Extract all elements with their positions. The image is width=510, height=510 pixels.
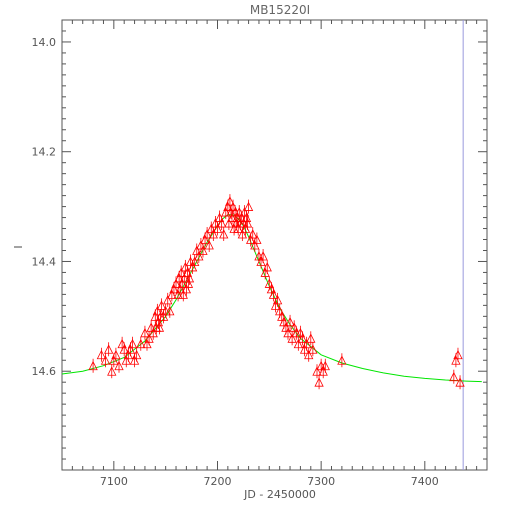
data-point bbox=[219, 229, 229, 239]
data-point bbox=[320, 360, 330, 371]
data-point bbox=[119, 344, 129, 354]
data-point bbox=[114, 360, 124, 371]
data-point bbox=[171, 278, 181, 288]
data-point bbox=[165, 305, 175, 316]
data-point bbox=[297, 333, 308, 343]
data-point bbox=[308, 344, 318, 354]
data-point bbox=[312, 366, 322, 376]
data-point bbox=[283, 327, 293, 338]
data-point bbox=[111, 349, 121, 360]
data-point bbox=[107, 366, 117, 376]
data-point bbox=[455, 377, 465, 387]
data-point bbox=[268, 289, 279, 299]
y-tick-label: 14.2 bbox=[32, 146, 57, 159]
data-point bbox=[258, 251, 268, 261]
data-point bbox=[272, 294, 283, 305]
data-point bbox=[183, 278, 194, 288]
data-point bbox=[178, 289, 188, 299]
data-point bbox=[184, 273, 195, 283]
data-point bbox=[127, 338, 138, 349]
data-point bbox=[190, 256, 200, 266]
x-tick-label: 7400 bbox=[411, 475, 439, 488]
data-point bbox=[208, 229, 218, 239]
data-point bbox=[237, 229, 248, 239]
plot-frame bbox=[61, 19, 488, 471]
data-point bbox=[156, 300, 167, 310]
data-point bbox=[262, 262, 272, 272]
data-point bbox=[306, 333, 316, 343]
data-point bbox=[453, 349, 463, 360]
data-point bbox=[204, 240, 214, 250]
data-point bbox=[242, 218, 253, 228]
data-point bbox=[202, 229, 212, 239]
y-axis-label: I bbox=[12, 245, 25, 248]
chart-title: MB15220I bbox=[250, 3, 310, 17]
data-point bbox=[154, 322, 165, 332]
data-point bbox=[287, 333, 297, 343]
data-point bbox=[100, 355, 111, 365]
data-point bbox=[194, 251, 204, 261]
x-tick-label: 7300 bbox=[307, 475, 335, 488]
data-point bbox=[152, 305, 163, 316]
data-point bbox=[103, 344, 114, 354]
data-point bbox=[88, 360, 98, 371]
data-point bbox=[225, 196, 235, 206]
data-point bbox=[285, 316, 295, 327]
data-point bbox=[148, 327, 158, 338]
data-point bbox=[96, 349, 107, 360]
data-point bbox=[227, 212, 237, 222]
data-point bbox=[131, 349, 142, 360]
data-point bbox=[176, 267, 186, 277]
data-point bbox=[293, 338, 303, 349]
data-point bbox=[140, 327, 150, 338]
data-point bbox=[212, 223, 223, 233]
data-point bbox=[216, 218, 227, 228]
data-point bbox=[301, 338, 312, 349]
y-tick-label: 14.0 bbox=[32, 36, 57, 49]
y-tick-label: 14.6 bbox=[32, 365, 57, 378]
y-tick-label: 14.4 bbox=[32, 255, 57, 268]
x-axis-label: JD - 2450000 bbox=[243, 488, 316, 501]
data-point bbox=[314, 377, 324, 387]
data-point bbox=[163, 294, 173, 305]
data-point bbox=[337, 355, 347, 365]
data-point bbox=[248, 229, 258, 239]
x-tick-label: 7200 bbox=[203, 475, 231, 488]
data-point bbox=[243, 201, 254, 211]
data-point bbox=[136, 338, 146, 349]
data-point bbox=[252, 234, 262, 244]
data-point bbox=[179, 273, 189, 283]
data-point bbox=[144, 333, 154, 343]
data-point bbox=[449, 371, 459, 382]
plot-area: 7100 7200 7300 7400 14.0 14.2 14.4 14.6 bbox=[32, 19, 488, 488]
data-point bbox=[198, 245, 208, 255]
x-tick-label: 7100 bbox=[100, 475, 128, 488]
data-point bbox=[224, 218, 234, 228]
data-point bbox=[304, 349, 314, 360]
